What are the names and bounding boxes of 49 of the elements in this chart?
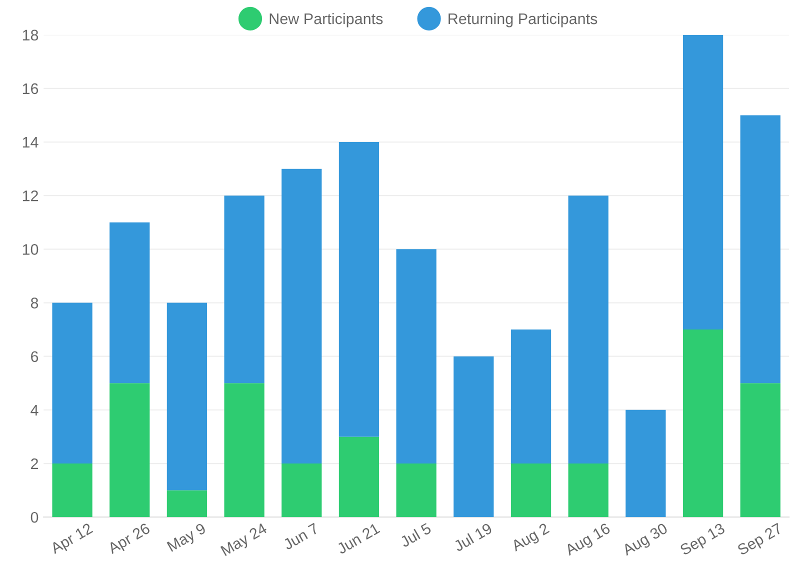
y-tick-label: 2 <box>31 458 38 470</box>
y-tick-label: 8 <box>30 298 38 308</box>
bar <box>338 436 380 518</box>
y-tick-label: 0 <box>30 512 38 523</box>
y-tick-label: 4 <box>30 404 38 416</box>
x-tick-label: Sep 13 <box>679 522 727 558</box>
bar <box>568 196 608 464</box>
y-tick-label: 6 <box>31 351 38 362</box>
bar <box>224 383 264 518</box>
bar <box>396 249 436 464</box>
bar <box>52 302 92 464</box>
bar <box>682 330 724 518</box>
bar <box>740 115 780 384</box>
bar <box>510 330 552 464</box>
x-tick-label: Apr 12 <box>49 522 95 557</box>
x-tick-label: Jun 7 <box>282 522 320 550</box>
bar <box>740 383 780 518</box>
y-tick-label: 12 <box>22 190 38 202</box>
bar <box>282 464 322 518</box>
x-tick-label: Jul 5 <box>399 522 432 548</box>
bar <box>166 490 208 518</box>
bar <box>224 196 264 384</box>
bar <box>52 464 92 518</box>
x-tick-label: Jun 21 <box>336 522 380 554</box>
bar <box>682 34 724 330</box>
legend-label: New Participants <box>270 12 383 28</box>
x-tick-label: May 9 <box>166 522 208 554</box>
bar <box>110 383 150 518</box>
x-tick-label: Sep 27 <box>736 522 784 558</box>
bar <box>396 464 436 518</box>
x-tick-label: Aug 2 <box>510 522 552 554</box>
bar <box>282 168 322 464</box>
y-tick-label: 10 <box>22 244 38 255</box>
x-tick-label: Apr 26 <box>106 522 152 557</box>
bar <box>338 142 380 437</box>
legend-label: Returning Participants <box>448 12 598 28</box>
x-tick-label: Aug 30 <box>621 522 670 558</box>
x-tick-label: Jul 19 <box>452 522 493 552</box>
bar <box>510 464 552 518</box>
y-tick-label: 16 <box>22 83 38 94</box>
bar <box>166 302 208 490</box>
bar <box>626 410 666 518</box>
bar <box>568 464 608 518</box>
y-tick-label: 18 <box>22 30 38 41</box>
bar <box>110 222 150 384</box>
bar <box>454 356 494 518</box>
x-tick-label: Aug 16 <box>564 522 612 558</box>
y-tick-label: 14 <box>22 137 38 148</box>
x-tick-label: May 24 <box>220 522 270 559</box>
